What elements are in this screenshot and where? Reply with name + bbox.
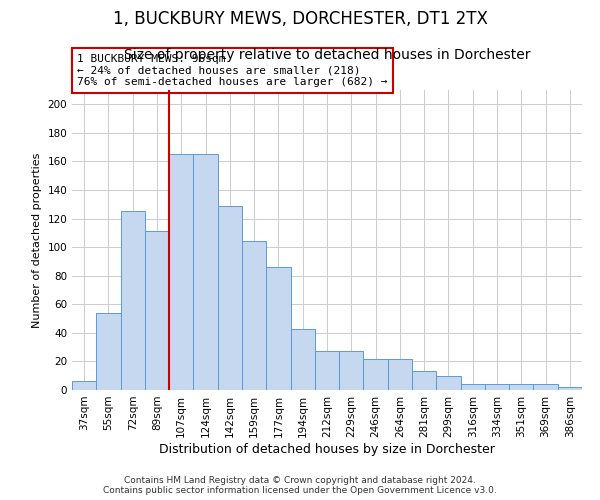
X-axis label: Distribution of detached houses by size in Dorchester: Distribution of detached houses by size … <box>159 442 495 456</box>
Bar <box>509 384 533 390</box>
Bar <box>388 358 412 390</box>
Bar <box>145 232 169 390</box>
Text: Contains HM Land Registry data © Crown copyright and database right 2024.
Contai: Contains HM Land Registry data © Crown c… <box>103 476 497 495</box>
Text: 1, BUCKBURY MEWS, DORCHESTER, DT1 2TX: 1, BUCKBURY MEWS, DORCHESTER, DT1 2TX <box>113 10 487 28</box>
Bar <box>461 384 485 390</box>
Bar <box>315 352 339 390</box>
Bar <box>364 358 388 390</box>
Bar <box>218 206 242 390</box>
Bar <box>558 387 582 390</box>
Title: Size of property relative to detached houses in Dorchester: Size of property relative to detached ho… <box>124 48 530 62</box>
Bar <box>485 384 509 390</box>
Text: 1 BUCKBURY MEWS: 96sqm
← 24% of detached houses are smaller (218)
76% of semi-de: 1 BUCKBURY MEWS: 96sqm ← 24% of detached… <box>77 54 388 87</box>
Bar <box>339 352 364 390</box>
Bar <box>169 154 193 390</box>
Bar <box>242 242 266 390</box>
Bar <box>121 212 145 390</box>
Bar <box>266 267 290 390</box>
Bar <box>412 372 436 390</box>
Bar <box>96 313 121 390</box>
Bar <box>290 328 315 390</box>
Y-axis label: Number of detached properties: Number of detached properties <box>32 152 42 328</box>
Bar <box>533 384 558 390</box>
Bar <box>72 382 96 390</box>
Bar <box>193 154 218 390</box>
Bar <box>436 376 461 390</box>
